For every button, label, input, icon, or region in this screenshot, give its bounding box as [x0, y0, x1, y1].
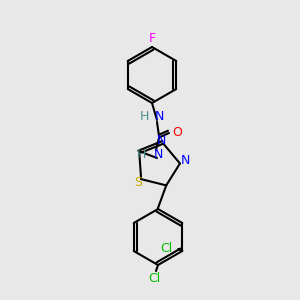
- Text: H: H: [140, 110, 149, 122]
- Text: Cl: Cl: [160, 242, 172, 256]
- Text: O: O: [172, 127, 182, 140]
- Text: N: N: [180, 154, 190, 167]
- Text: N: N: [154, 148, 164, 161]
- Text: N: N: [157, 134, 166, 147]
- Text: S: S: [134, 176, 142, 189]
- Text: Cl: Cl: [148, 272, 160, 286]
- Text: N: N: [155, 110, 164, 122]
- Text: H: H: [136, 148, 146, 161]
- Text: F: F: [148, 32, 156, 46]
